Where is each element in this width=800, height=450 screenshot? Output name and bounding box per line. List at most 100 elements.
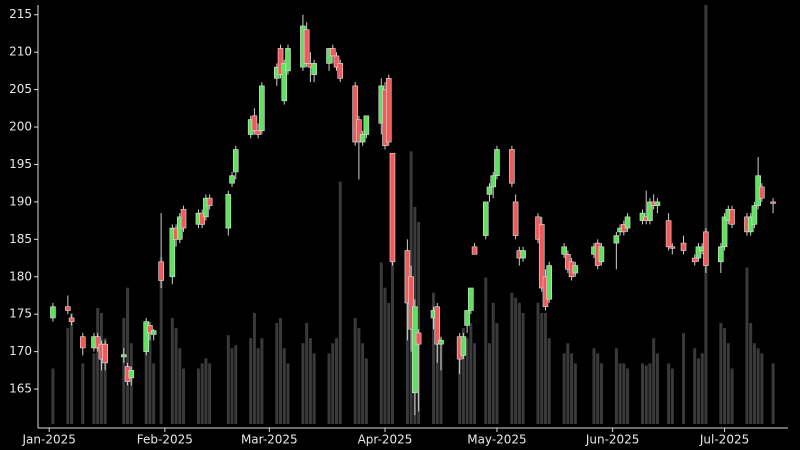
candle-body [232, 149, 239, 173]
volume-bar [208, 363, 212, 424]
candle-body [121, 354, 127, 358]
candle-body [259, 85, 265, 132]
volume-bar [432, 292, 436, 424]
volume-bar [487, 343, 491, 424]
volume-bar [234, 345, 238, 424]
volume-bar [435, 307, 439, 424]
volume-bar [469, 323, 473, 424]
candle-body [359, 134, 366, 143]
volume-bar [484, 277, 488, 424]
candle-body [729, 209, 735, 225]
volume-bar [353, 317, 357, 424]
volume-bar [70, 312, 74, 424]
volume-bar [256, 348, 260, 424]
candle-body [460, 336, 467, 356]
candle-body [229, 175, 235, 184]
candle-body [158, 261, 164, 281]
candle-body [486, 186, 493, 195]
volume-bar [182, 368, 186, 424]
volume-bar [275, 323, 279, 424]
candle-body [389, 152, 396, 263]
volume-bar [596, 353, 600, 424]
x-tick-label: Jan-2025 [22, 433, 76, 447]
volume-bar [749, 323, 753, 424]
volume-bar [540, 312, 544, 424]
volume-bar [465, 338, 469, 424]
volume-bar [327, 353, 331, 424]
volume-bar [170, 317, 174, 424]
volume-bar [364, 358, 368, 424]
volume-bar [461, 328, 465, 424]
candle-body [251, 115, 258, 132]
volume-bar [517, 302, 521, 424]
candle-body [385, 78, 392, 143]
volume-bar [260, 338, 264, 424]
volume-bar [648, 363, 652, 424]
candle-body [311, 63, 317, 75]
candle-body [613, 235, 620, 244]
candle-body [412, 306, 418, 394]
volume-bar [152, 363, 156, 424]
candle-body [520, 250, 526, 259]
candle-body [128, 370, 135, 379]
candle-body [669, 246, 676, 249]
volume-bar [286, 363, 290, 424]
volume-bar [338, 181, 342, 424]
volume-bar [652, 338, 656, 424]
volume-bar [305, 323, 309, 424]
candle-body [770, 201, 776, 204]
volume-bar [252, 312, 256, 424]
volume-bar [655, 353, 659, 424]
candle-body [277, 48, 284, 75]
volume-bar [417, 222, 421, 424]
volume-bar [543, 312, 547, 424]
volume-bar [383, 287, 387, 424]
candle-body [50, 306, 56, 319]
volume-bar [760, 353, 764, 424]
volume-bar [771, 363, 775, 424]
y-tick-label: 200 [9, 120, 32, 134]
volume-bar [178, 348, 182, 424]
candle-body [94, 336, 101, 349]
candle-body [482, 201, 489, 236]
volume-bar [458, 353, 462, 424]
x-tick-label: May-2025 [467, 433, 526, 447]
candle-body [471, 246, 478, 255]
volume-bar [640, 363, 644, 424]
candle-body [285, 48, 291, 72]
y-tick-label: 185 [9, 232, 32, 246]
volume-bar [282, 348, 286, 424]
volume-bar [279, 317, 283, 424]
candle-body [665, 220, 672, 248]
candle-body [438, 340, 444, 345]
candle-body [434, 306, 441, 345]
candle-body [102, 343, 108, 364]
volume-bar [592, 348, 596, 424]
candle-body [281, 63, 288, 102]
volume-bar [536, 302, 540, 424]
candle-body [490, 175, 497, 188]
candle-body [509, 149, 515, 184]
volume-bar [379, 262, 383, 424]
candle-body [333, 55, 340, 68]
volume-bar [693, 348, 697, 424]
candle-body [718, 246, 724, 263]
y-tick-label: 190 [9, 194, 32, 208]
volume-bar [301, 343, 305, 424]
volume-bar [682, 333, 686, 424]
candle-body [512, 201, 519, 236]
candle-body [356, 119, 362, 143]
candle-body [206, 197, 213, 206]
x-tick-label: Jun-2025 [585, 433, 640, 447]
y-tick-label: 195 [9, 157, 32, 171]
volume-bar [547, 338, 551, 424]
volume-bar [491, 302, 495, 424]
y-tick-label: 215 [9, 7, 32, 21]
volume-bar [618, 363, 622, 424]
volume-bar [622, 363, 626, 424]
volume-bar [159, 257, 163, 424]
volume-bar [390, 222, 394, 424]
volume-bar [752, 343, 756, 424]
volume-bar [92, 353, 96, 424]
